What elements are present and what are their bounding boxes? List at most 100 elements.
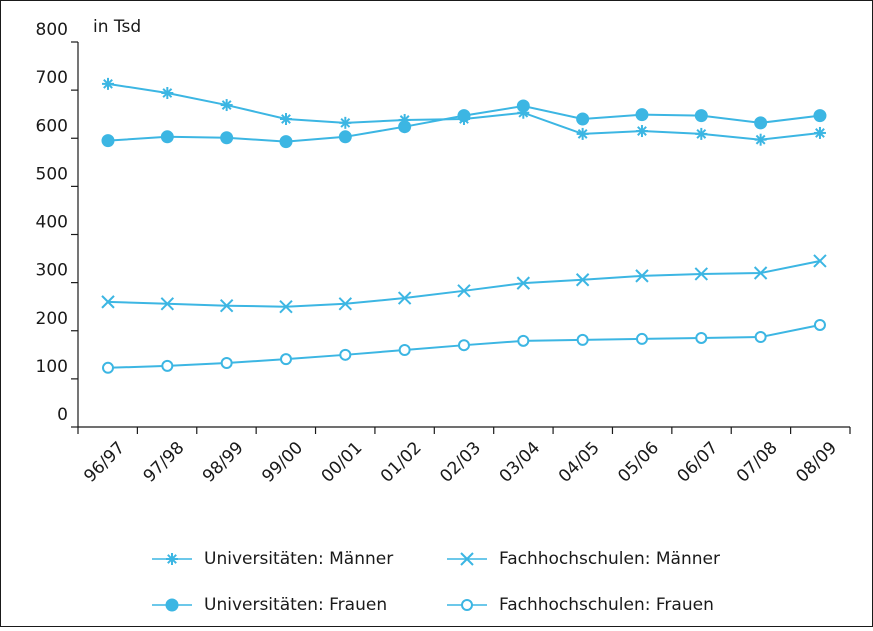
marker-part bbox=[340, 117, 351, 128]
marker bbox=[279, 353, 292, 366]
marker bbox=[220, 131, 234, 145]
marker-part bbox=[694, 109, 708, 123]
marker bbox=[576, 127, 589, 140]
marker bbox=[460, 552, 474, 566]
marker bbox=[635, 269, 649, 283]
marker bbox=[338, 297, 353, 311]
marker bbox=[516, 276, 531, 290]
y-tick-label: 800 bbox=[36, 20, 68, 40]
marker bbox=[695, 127, 708, 140]
marker bbox=[635, 332, 648, 345]
y-tick-label: 100 bbox=[36, 357, 68, 377]
marker-part bbox=[754, 116, 768, 130]
legend-label: Universitäten: Männer bbox=[204, 549, 393, 569]
marker-part bbox=[220, 356, 233, 369]
marker bbox=[575, 273, 590, 287]
marker bbox=[813, 318, 826, 331]
marker bbox=[398, 344, 411, 356]
marker bbox=[397, 291, 412, 305]
marker-part bbox=[813, 109, 827, 123]
marker-part bbox=[813, 254, 827, 268]
marker-part bbox=[695, 331, 708, 344]
marker-part bbox=[516, 276, 531, 290]
marker-part bbox=[338, 130, 352, 144]
marker-part bbox=[279, 353, 292, 366]
marker-part bbox=[754, 331, 767, 344]
marker bbox=[461, 599, 473, 611]
marker-part bbox=[103, 78, 113, 89]
marker bbox=[457, 284, 471, 298]
marker bbox=[279, 135, 293, 149]
marker-part bbox=[339, 348, 352, 361]
marker bbox=[101, 295, 115, 309]
marker-part bbox=[398, 344, 411, 356]
marker bbox=[754, 116, 768, 130]
marker bbox=[339, 116, 352, 129]
marker-part bbox=[338, 297, 353, 311]
marker bbox=[338, 130, 352, 144]
marker bbox=[517, 334, 530, 347]
marker-part bbox=[220, 131, 234, 145]
marker-part bbox=[281, 114, 291, 124]
marker-part bbox=[161, 359, 174, 372]
marker-part bbox=[635, 269, 649, 283]
marker bbox=[576, 333, 589, 346]
annotation: in Tsd bbox=[93, 17, 141, 37]
marker bbox=[166, 553, 178, 565]
marker-part bbox=[696, 129, 707, 139]
marker bbox=[635, 108, 649, 122]
marker-part bbox=[815, 128, 825, 138]
marker-part bbox=[279, 135, 293, 149]
marker bbox=[694, 109, 708, 123]
marker bbox=[576, 112, 590, 126]
marker bbox=[516, 99, 530, 113]
marker bbox=[160, 130, 174, 144]
marker-part bbox=[101, 295, 115, 309]
marker bbox=[398, 120, 412, 134]
marker bbox=[813, 126, 826, 139]
marker-part bbox=[219, 299, 234, 313]
marker bbox=[754, 331, 767, 344]
marker-part bbox=[102, 361, 114, 374]
marker-part bbox=[635, 332, 648, 345]
marker-part bbox=[461, 599, 473, 611]
marker bbox=[457, 109, 471, 123]
marker-part bbox=[221, 100, 232, 110]
marker-part bbox=[167, 554, 177, 564]
marker-part bbox=[162, 88, 173, 98]
marker-part bbox=[160, 130, 174, 144]
y-tick-label: 300 bbox=[36, 261, 68, 281]
legend-label: Fachhochschulen: Frauen bbox=[499, 595, 714, 615]
y-tick-label: 700 bbox=[36, 68, 68, 88]
marker bbox=[694, 267, 709, 281]
marker-part bbox=[165, 598, 179, 612]
marker bbox=[753, 266, 768, 280]
marker bbox=[161, 87, 174, 100]
marker-part bbox=[397, 291, 412, 305]
marker-part bbox=[753, 266, 768, 280]
marker-part bbox=[635, 108, 649, 122]
y-tick-label: 600 bbox=[36, 116, 68, 136]
marker bbox=[339, 348, 352, 361]
marker-part bbox=[101, 134, 115, 148]
marker-part bbox=[637, 126, 647, 136]
marker-part bbox=[516, 99, 530, 113]
marker bbox=[102, 361, 114, 374]
y-tick-label: 0 bbox=[57, 405, 68, 425]
marker-part bbox=[457, 284, 471, 298]
marker bbox=[165, 598, 179, 612]
marker-part bbox=[694, 267, 709, 281]
marker-part bbox=[577, 129, 588, 139]
marker bbox=[279, 113, 292, 125]
marker-part bbox=[576, 112, 590, 126]
marker bbox=[279, 299, 293, 314]
marker bbox=[220, 99, 233, 112]
legend-label: Fachhochschulen: Männer bbox=[499, 549, 720, 569]
marker bbox=[635, 125, 648, 138]
marker bbox=[102, 77, 114, 90]
marker bbox=[101, 134, 115, 148]
y-tick-label: 200 bbox=[36, 309, 68, 329]
marker bbox=[813, 109, 827, 123]
marker bbox=[695, 331, 708, 344]
